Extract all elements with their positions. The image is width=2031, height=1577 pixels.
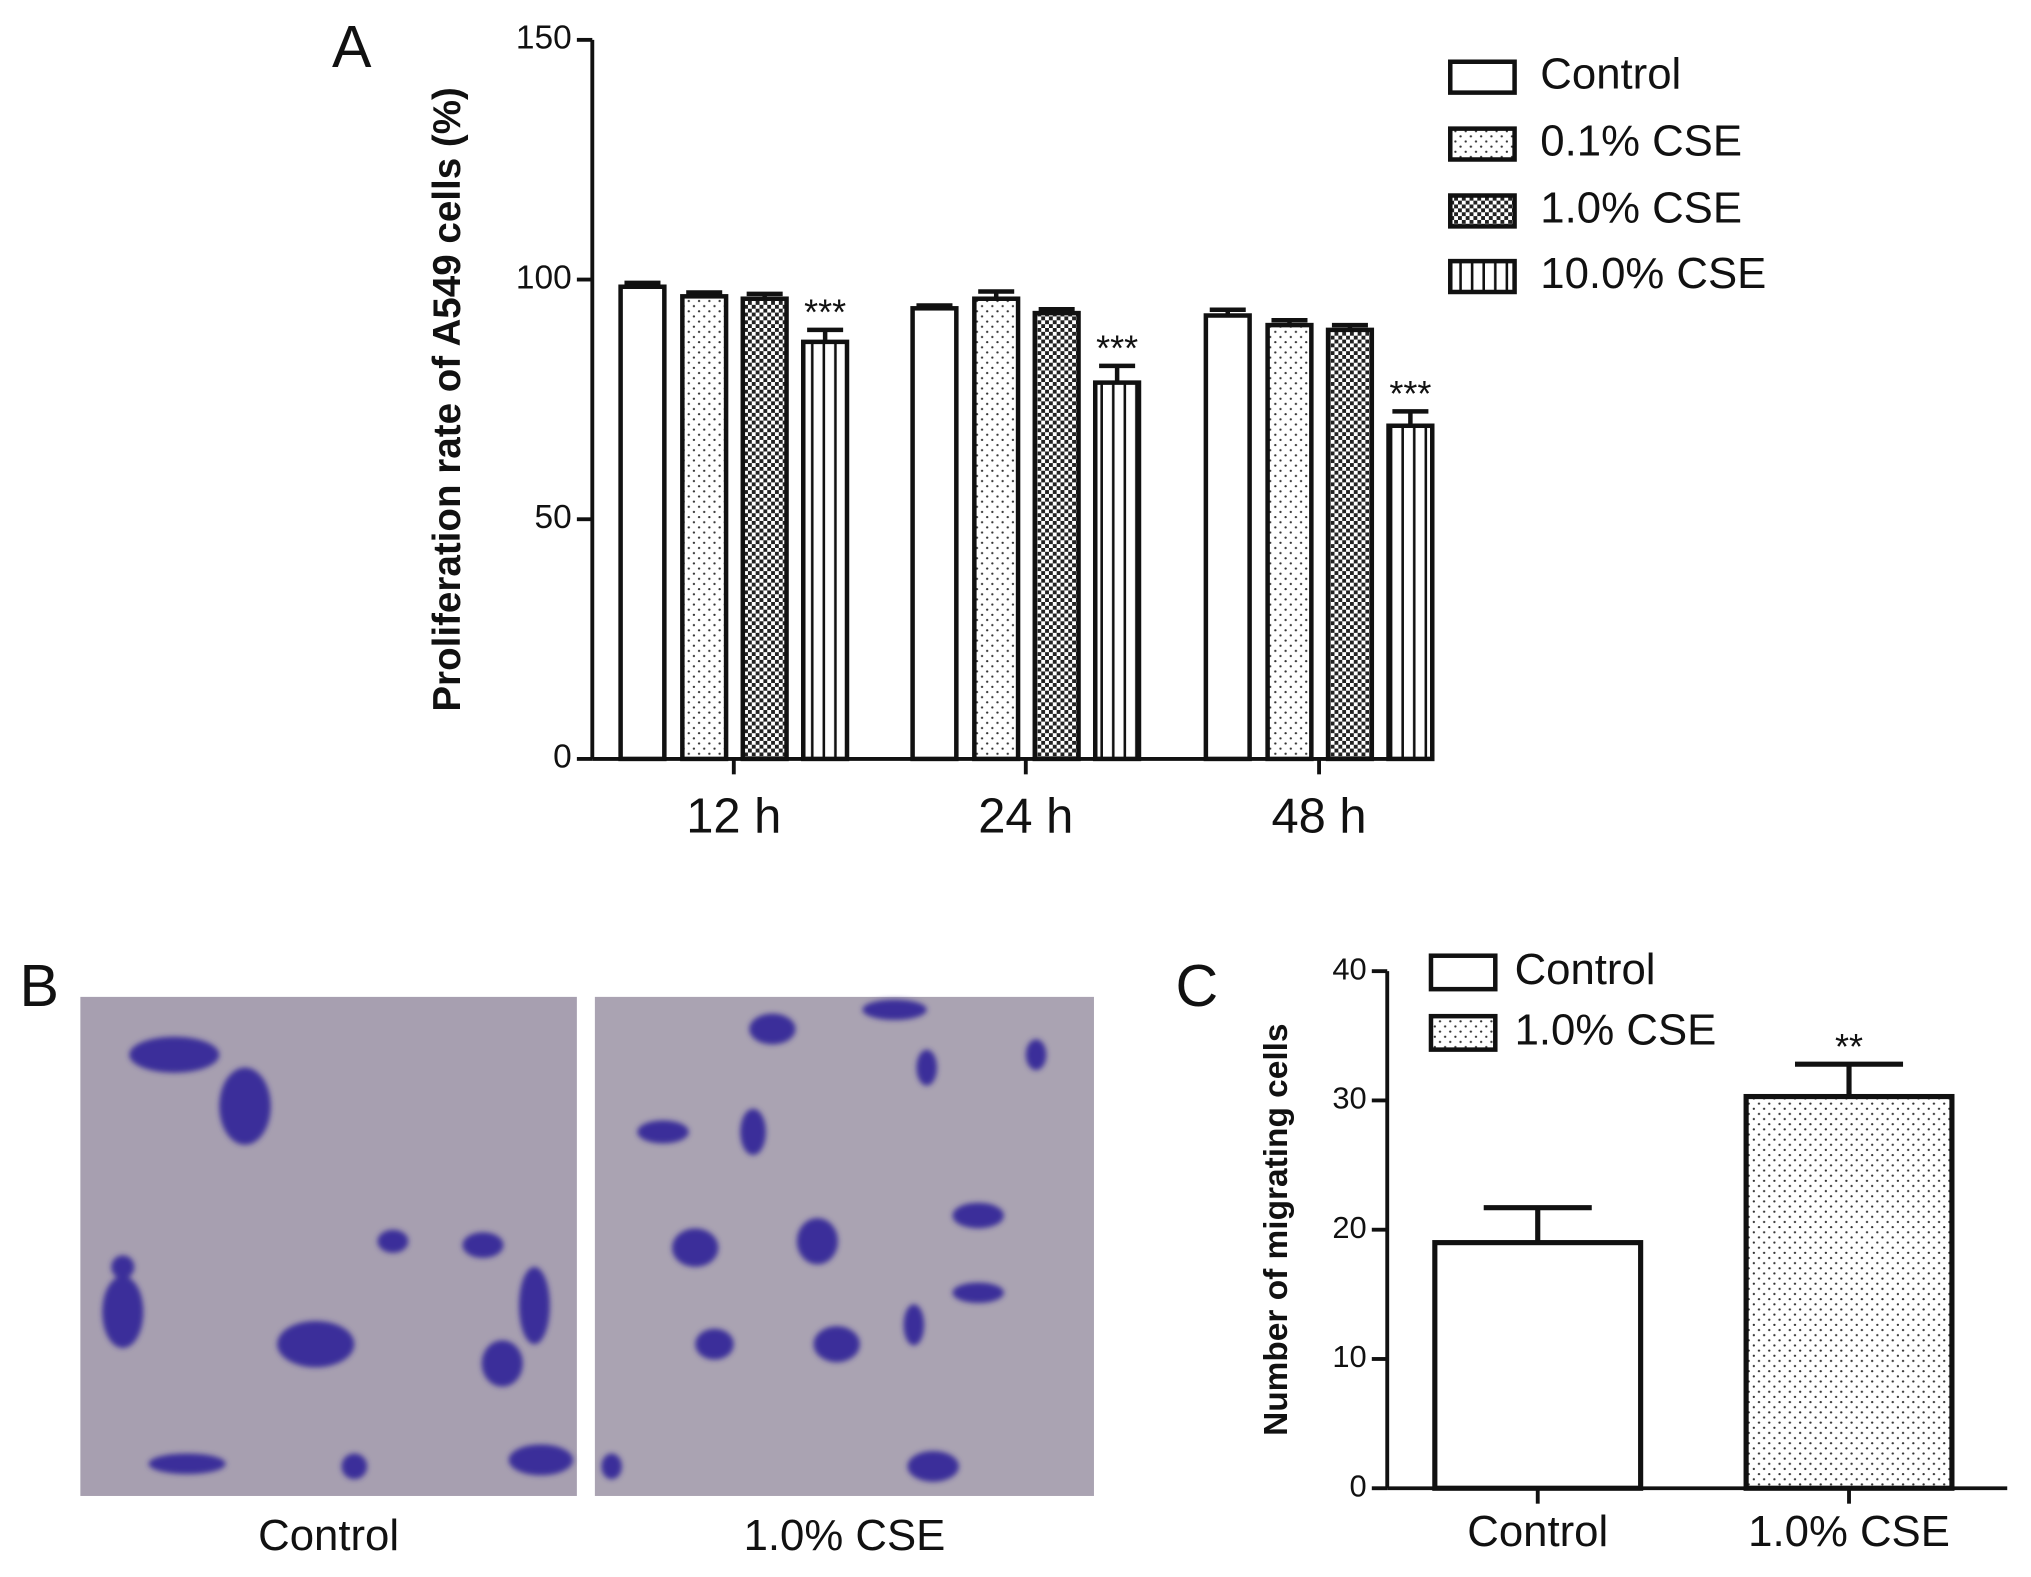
legend-label: 1.0% CSE bbox=[1540, 183, 1742, 232]
legend-swatch bbox=[1428, 953, 1498, 992]
legend-label: 10.0% CSE bbox=[1540, 249, 1766, 298]
panel-label: B bbox=[19, 952, 58, 1019]
bar bbox=[801, 339, 850, 762]
bar bbox=[1432, 1240, 1644, 1491]
panel-label: A bbox=[332, 13, 372, 80]
panel-label: C bbox=[1176, 952, 1219, 1019]
y-tick-label: 50 bbox=[535, 499, 572, 536]
bar bbox=[1203, 313, 1252, 762]
legend-swatch bbox=[1448, 193, 1517, 229]
bar bbox=[1265, 322, 1314, 762]
bar bbox=[618, 284, 667, 762]
legend-swatch bbox=[1448, 59, 1517, 95]
legend-label: Control bbox=[1540, 50, 1681, 99]
micrograph bbox=[80, 996, 577, 1496]
image-caption: 1.0% CSE bbox=[744, 1511, 946, 1560]
bar bbox=[1325, 327, 1375, 762]
significance: ** bbox=[1835, 1026, 1863, 1067]
x-tick-label: 1.0% CSE bbox=[1748, 1507, 1950, 1556]
x-tick-label: 12 h bbox=[686, 789, 781, 843]
x-tick-label: Control bbox=[1467, 1507, 1608, 1556]
legend-label: 1.0% CSE bbox=[1515, 1005, 1717, 1054]
bar bbox=[972, 296, 1021, 762]
y-tick-label: 100 bbox=[516, 259, 572, 296]
micrograph bbox=[594, 996, 1094, 1496]
y-axis-title: Proliferation rate of A549 cells (%) bbox=[426, 87, 469, 712]
x-tick-label: 48 h bbox=[1272, 789, 1367, 843]
image-caption: Control bbox=[258, 1511, 399, 1560]
bar bbox=[1032, 310, 1081, 762]
y-tick-label: 0 bbox=[553, 739, 572, 776]
legend-swatch bbox=[1448, 126, 1517, 162]
bar bbox=[680, 294, 729, 762]
legend-swatch bbox=[1428, 1013, 1498, 1052]
y-tick-label: 10 bbox=[1332, 1339, 1366, 1374]
significance: *** bbox=[1389, 373, 1431, 414]
y-axis-title: Number of migrating cells bbox=[1258, 1023, 1295, 1435]
significance: *** bbox=[1096, 328, 1138, 369]
y-tick-label: 20 bbox=[1332, 1210, 1366, 1245]
x-tick-label: 24 h bbox=[978, 789, 1073, 843]
y-tick-label: 0 bbox=[1349, 1468, 1366, 1503]
legend-label: Control bbox=[1515, 945, 1656, 994]
bar bbox=[1386, 423, 1435, 762]
bar bbox=[1743, 1093, 1955, 1491]
bar bbox=[910, 306, 959, 762]
legend-label: 0.1% CSE bbox=[1540, 117, 1742, 166]
significance: *** bbox=[804, 292, 846, 333]
bar bbox=[740, 296, 789, 762]
bar bbox=[1092, 380, 1142, 762]
y-tick-label: 30 bbox=[1332, 1081, 1366, 1116]
y-tick-label: 150 bbox=[516, 20, 572, 57]
y-tick-label: 40 bbox=[1332, 951, 1366, 986]
legend-swatch bbox=[1448, 258, 1517, 295]
